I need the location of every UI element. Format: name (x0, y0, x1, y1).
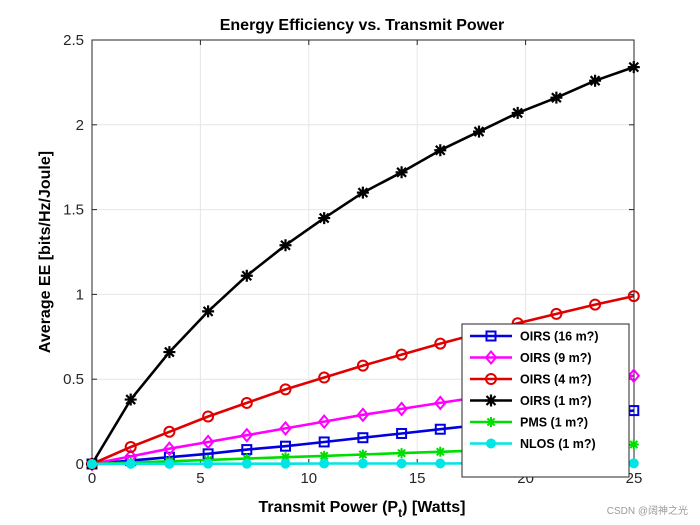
data-point (202, 305, 215, 318)
watermark-text: CSDN @阔神之光 (607, 504, 688, 517)
x-tick-label: 0 (88, 470, 96, 487)
data-point (396, 448, 407, 459)
legend-label: OIRS (1 m?) (520, 394, 592, 408)
data-point (125, 458, 136, 469)
y-tick-label: 2 (76, 117, 84, 134)
data-point (280, 452, 291, 463)
data-point (203, 458, 214, 469)
data-point (87, 459, 97, 469)
data-point (511, 106, 524, 119)
data-point (550, 307, 563, 320)
data-point (395, 348, 408, 361)
data-point (319, 458, 330, 469)
data-point (163, 346, 176, 359)
data-point (319, 450, 330, 461)
data-point (433, 395, 447, 411)
legend-label: PMS (1 m?) (520, 416, 588, 430)
data-point (279, 440, 291, 452)
legend-item: NLOS (1 m?) (470, 437, 596, 451)
data-point (357, 449, 368, 460)
legend-label: OIRS (9 m?) (520, 351, 592, 365)
data-point (279, 239, 292, 252)
data-point (356, 407, 370, 423)
data-point (395, 166, 408, 179)
data-point (485, 330, 497, 342)
legend-item: OIRS (4 m?) (470, 373, 592, 387)
legend-item: OIRS (1 m?) (470, 394, 592, 408)
data-point (318, 436, 330, 448)
data-point (435, 458, 446, 469)
data-point (240, 396, 253, 409)
data-point (485, 394, 497, 407)
data-point (550, 91, 563, 104)
data-point (163, 441, 176, 457)
x-tick-label: 5 (196, 470, 204, 487)
legend-item: OIRS (9 m?) (470, 349, 592, 366)
data-point (202, 410, 215, 423)
legend-label: OIRS (4 m?) (520, 373, 592, 387)
data-point (124, 393, 137, 406)
data-point (434, 144, 447, 157)
data-point (486, 417, 496, 427)
data-point (357, 432, 369, 444)
data-point (279, 420, 292, 436)
data-point (318, 371, 331, 384)
data-point (240, 427, 254, 443)
data-point (627, 290, 640, 303)
data-point (279, 383, 292, 396)
data-point (628, 439, 639, 450)
legend: OIRS (16 m?) OIRS (9 m?) OIRS (4 m?) OIRS (… (461, 323, 630, 478)
y-tick-label: 2.5 (63, 32, 84, 49)
legend-label: OIRS (16 m?) (520, 330, 599, 344)
x-tick-label: 15 (409, 470, 426, 487)
data-point (357, 458, 368, 469)
data-point (434, 337, 447, 350)
data-point (396, 458, 407, 469)
data-point (163, 425, 176, 438)
data-point (434, 423, 446, 435)
series-line (91, 294, 635, 466)
legend-item: PMS (1 m?) (470, 416, 588, 430)
data-point (280, 458, 291, 469)
series (86, 61, 640, 470)
x-axis-label: Transmit Power (Pt) [Watts] (259, 499, 466, 520)
data-point (240, 269, 253, 282)
legend-item: OIRS (16 m?) (470, 330, 599, 344)
data-point (317, 414, 331, 430)
data-point (164, 458, 175, 469)
data-point (395, 401, 408, 417)
data-point (318, 212, 331, 225)
y-tick-label: 1.5 (63, 202, 84, 219)
data-point (589, 298, 602, 311)
y-tick-label: 1 (76, 286, 84, 303)
data-point (627, 368, 641, 384)
y-tick-label: 0 (76, 456, 84, 473)
y-axis-label: Average EE [bits/Hz/Joule] (37, 151, 54, 353)
data-point (356, 186, 369, 199)
data-point (589, 74, 602, 87)
data-point (356, 359, 369, 372)
data-point (484, 349, 498, 366)
data-point (435, 446, 446, 457)
x-tick-label: 10 (300, 470, 317, 487)
x-tick-label: 25 (626, 470, 643, 487)
chart-title: Energy Efficiency vs. Transmit Power (220, 17, 505, 34)
series (86, 290, 640, 470)
data-point (485, 373, 497, 385)
y-tick-label: 0.5 (63, 371, 84, 388)
data-point (396, 427, 408, 439)
data-point (124, 441, 137, 454)
data-point (241, 453, 252, 464)
data-point (486, 438, 496, 449)
data-point (472, 125, 485, 138)
data-point (201, 434, 215, 450)
data-point (241, 458, 252, 469)
data-point (627, 61, 640, 74)
legend-label: NLOS (1 m?) (520, 437, 596, 451)
data-point (628, 458, 639, 469)
